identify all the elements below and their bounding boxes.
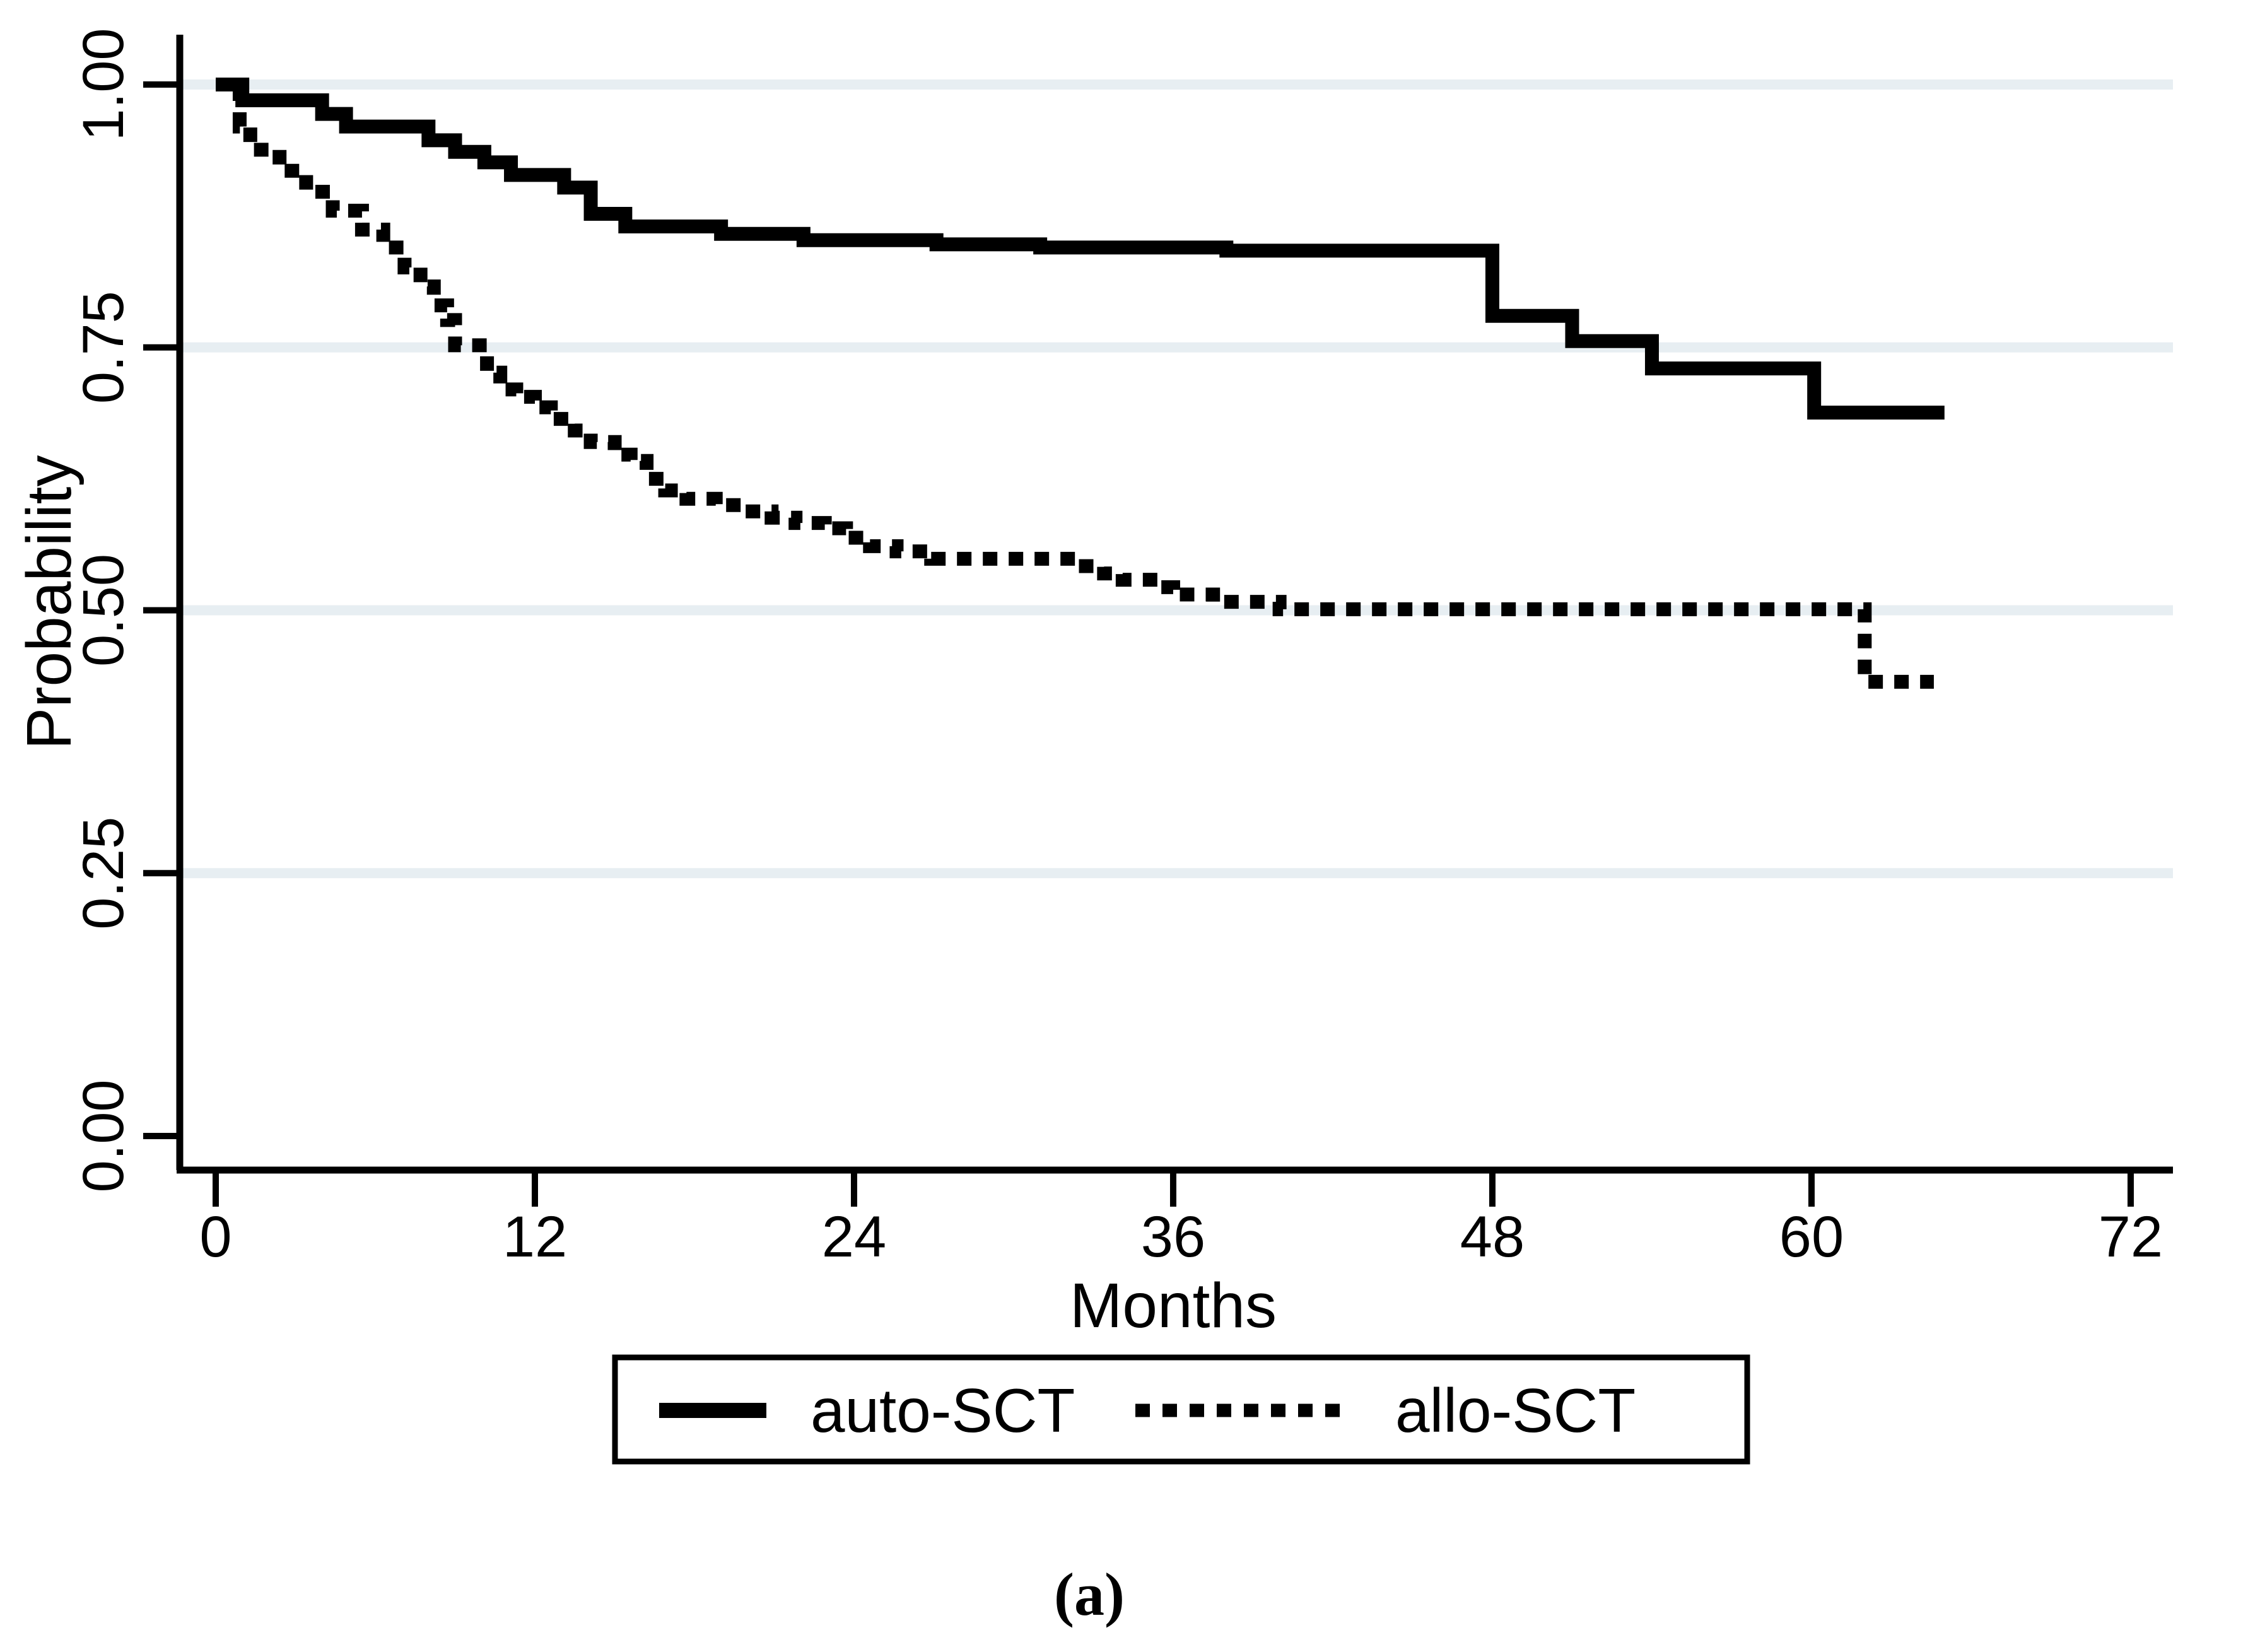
- y-axis-title: Probability: [14, 455, 85, 750]
- tick-labels: 0.00 0.25 0.50 0.75 1.00 0 12 24 36 48 60 72: [71, 28, 2163, 1269]
- legend-box: [612, 1354, 1750, 1465]
- legend-label-allo-sct: allo-SCT: [1395, 1376, 1636, 1445]
- gridlines: [180, 79, 2173, 879]
- x-tick-label-0: 0: [199, 1205, 231, 1269]
- curve-allo-SCT: [216, 78, 1934, 689]
- x-tick-label-24: 24: [822, 1205, 886, 1269]
- legend-label-auto-sct: auto-SCT: [811, 1376, 1075, 1445]
- figure-caption: (a): [1054, 1561, 1125, 1628]
- x-tick-label-72: 72: [2099, 1205, 2163, 1269]
- axis-ticks: [143, 81, 2134, 1207]
- x-tick-label-60: 60: [1779, 1205, 1844, 1269]
- legend: auto-SCT allo-SCT: [612, 1354, 1750, 1465]
- y-tick-label-0.75: 0.75: [71, 291, 136, 404]
- survival-curves: [216, 78, 1945, 689]
- x-tick-label-36: 36: [1141, 1205, 1205, 1269]
- x-tick-label-48: 48: [1460, 1205, 1525, 1269]
- y-tick-label-0: 0.00: [71, 1079, 136, 1192]
- x-axis-title: Months: [1070, 1270, 1277, 1341]
- y-tick-label-1: 1.00: [71, 28, 136, 141]
- y-tick-label-0.5: 0.50: [71, 554, 136, 667]
- curve-auto-SCT: [216, 78, 1945, 420]
- x-tick-label-12: 12: [503, 1205, 567, 1269]
- axes: [176, 35, 2173, 1174]
- y-tick-label-0.25: 0.25: [71, 817, 136, 930]
